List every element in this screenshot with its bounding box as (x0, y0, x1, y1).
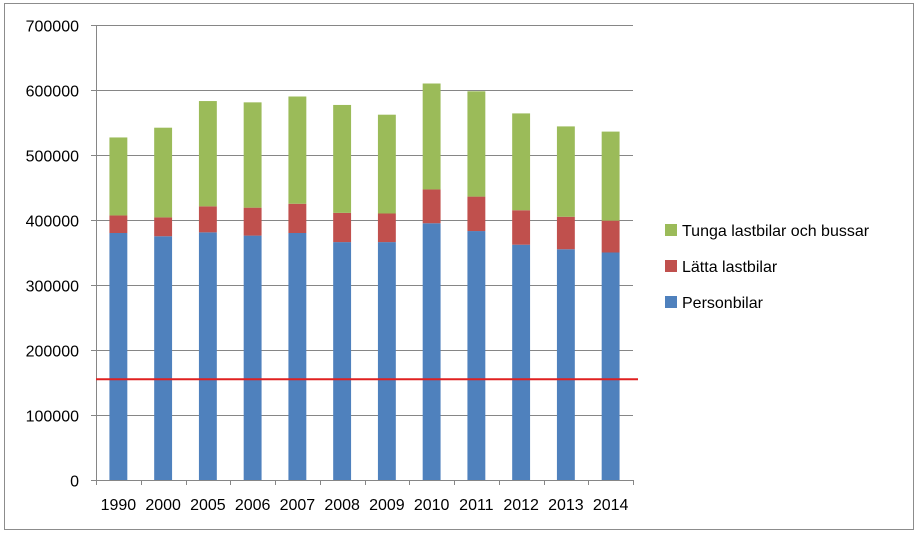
y-tick-label: 700000 (26, 19, 79, 36)
bar-tunga-lastbilar-och-bussar-2012 (512, 113, 531, 211)
bar-tunga-lastbilar-och-bussar-1990 (109, 137, 128, 216)
x-tick-label: 1990 (101, 497, 137, 514)
bar-personbilar-2012 (512, 244, 531, 480)
legend-swatch (665, 224, 677, 236)
bar-tunga-lastbilar-och-bussar-2005 (198, 101, 217, 207)
bar-lätta-lastbilar-2011 (467, 196, 486, 232)
bar-lätta-lastbilar-2005 (198, 206, 217, 233)
x-tick-label: 2014 (593, 497, 629, 514)
x-tick-label: 2007 (280, 497, 316, 514)
x-tick-label: 2009 (369, 497, 405, 514)
y-tick-label: 600000 (26, 84, 79, 101)
bar-personbilar-2000 (154, 236, 173, 480)
bar-personbilar-2013 (556, 249, 575, 480)
bar-personbilar-1990 (109, 233, 128, 480)
bar-personbilar-2006 (243, 235, 262, 480)
y-tick-label: 100000 (26, 409, 79, 426)
bar-lätta-lastbilar-2013 (556, 216, 575, 250)
x-tick-label: 2010 (414, 497, 450, 514)
x-tick-label: 2013 (548, 497, 584, 514)
bar-personbilar-2005 (198, 232, 217, 480)
bar-lätta-lastbilar-1990 (109, 215, 128, 233)
bar-tunga-lastbilar-och-bussar-2008 (333, 104, 352, 213)
bar-tunga-lastbilar-och-bussar-2010 (422, 83, 441, 190)
y-tick-label: 500000 (26, 149, 79, 166)
x-tick-label: 2008 (324, 497, 360, 514)
bar-tunga-lastbilar-och-bussar-2014 (601, 131, 620, 221)
bar-personbilar-2008 (333, 242, 352, 480)
bar-personbilar-2011 (467, 231, 486, 480)
y-tick-label: 300000 (26, 279, 79, 296)
y-tick-label: 200000 (26, 344, 79, 361)
legend-swatch (665, 296, 677, 308)
y-tick-label: 400000 (26, 214, 79, 231)
x-tick-label: 2011 (459, 497, 494, 514)
x-tick-label: 2012 (503, 497, 539, 514)
bar-lätta-lastbilar-2007 (288, 203, 307, 233)
bar-tunga-lastbilar-och-bussar-2000 (154, 127, 173, 218)
bar-personbilar-2007 (288, 233, 307, 480)
y-tick-label: 0 (70, 474, 79, 491)
bar-tunga-lastbilar-och-bussar-2011 (467, 91, 486, 197)
bar-lätta-lastbilar-2012 (512, 210, 531, 245)
bar-lätta-lastbilar-2006 (243, 207, 262, 236)
bar-personbilar-2014 (601, 252, 620, 480)
bar-lätta-lastbilar-2010 (422, 189, 441, 224)
bar-tunga-lastbilar-och-bussar-2013 (556, 126, 575, 217)
legend-swatch (665, 260, 677, 272)
bar-tunga-lastbilar-och-bussar-2009 (377, 114, 396, 214)
legend-label: Personbilar (682, 295, 764, 312)
bar-personbilar-2010 (422, 223, 441, 480)
legend-label: Tunga lastbilar och bussar (682, 223, 870, 240)
bar-lätta-lastbilar-2009 (377, 213, 396, 243)
bar-lätta-lastbilar-2008 (333, 212, 352, 243)
x-tick-label: 2005 (190, 497, 226, 514)
x-tick-label: 2000 (145, 497, 181, 514)
legend-label: Lätta lastbilar (682, 259, 778, 276)
bar-personbilar-2009 (377, 242, 396, 480)
bar-lätta-lastbilar-2014 (601, 220, 620, 253)
bar-tunga-lastbilar-och-bussar-2006 (243, 102, 262, 208)
bar-lätta-lastbilar-2000 (154, 217, 173, 237)
x-tick-label: 2006 (235, 497, 271, 514)
bar-tunga-lastbilar-och-bussar-2007 (288, 96, 307, 204)
